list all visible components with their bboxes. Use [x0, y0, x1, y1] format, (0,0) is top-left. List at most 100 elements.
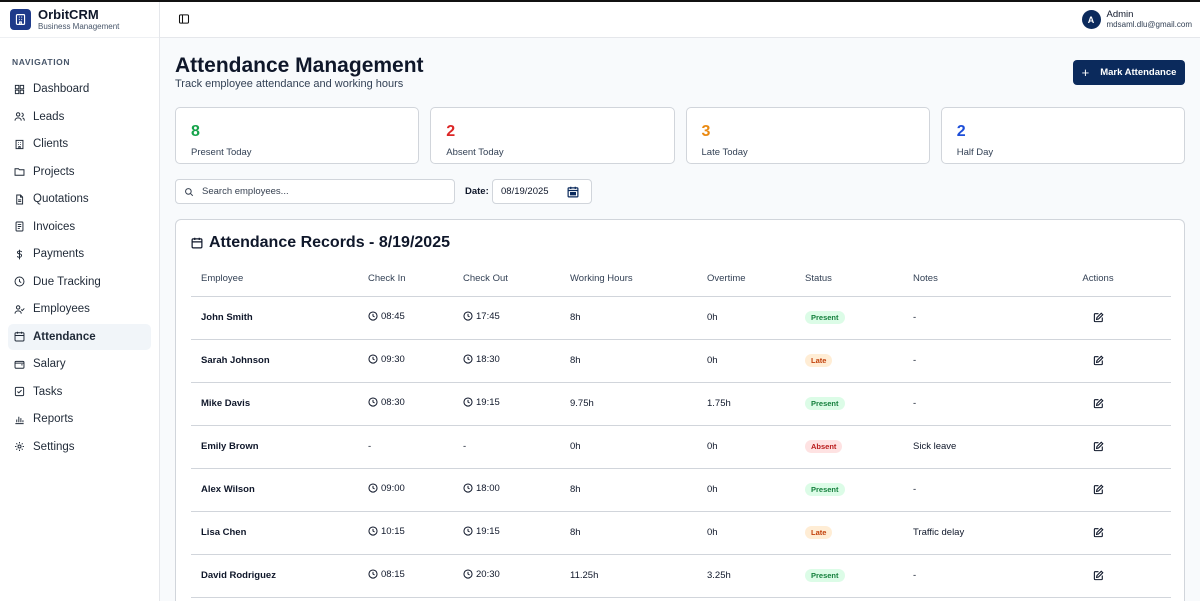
check-in: 08:15 — [358, 554, 453, 598]
sidebar-item-label: Reports — [33, 413, 74, 425]
sidebar-item-settings[interactable]: Settings — [8, 434, 151, 460]
sidebar-item-dashboard[interactable]: Dashboard — [8, 76, 151, 102]
date-input[interactable]: 08/19/2025 — [492, 179, 592, 204]
status-cell: Present — [795, 554, 903, 598]
working-hours: 8h — [560, 339, 697, 383]
users-icon — [14, 112, 25, 121]
user-email: mdsaml.dlu@gmail.com — [1106, 20, 1192, 29]
status-cell: Late — [795, 339, 903, 383]
column-header-check-out: Check Out — [453, 262, 560, 297]
table-row: Sarah Johnson 09:30 18:30 8h 0h Late - — [191, 339, 1171, 383]
check-out-value: 20:30 — [476, 568, 500, 580]
column-header-status: Status — [795, 262, 903, 297]
edit-icon[interactable] — [1093, 398, 1104, 409]
status-cell: Present — [795, 382, 903, 426]
search-box[interactable] — [175, 179, 455, 204]
notes: - — [903, 468, 1025, 512]
check-in: 10:15 — [358, 511, 453, 555]
check-out: 18:00 — [453, 468, 560, 512]
check-out: - — [453, 425, 560, 469]
sidebar-toggle-icon[interactable] — [178, 13, 190, 25]
mark-attendance-label: Mark Attendance — [1100, 67, 1177, 78]
check-in-value: 08:30 — [381, 396, 405, 408]
sidebar-item-salary[interactable]: Salary — [8, 351, 151, 377]
sidebar-item-label: Leads — [33, 110, 65, 123]
sidebar-item-payments[interactable]: Payments — [8, 241, 151, 267]
sidebar-item-attendance[interactable]: Attendance — [8, 323, 151, 350]
sidebar-item-quotations[interactable]: Quotations — [8, 186, 151, 212]
calendar-picker-icon[interactable] — [567, 186, 579, 198]
working-hours: 0h — [560, 425, 697, 469]
records-title-text: Attendance Records - 8/19/2025 — [209, 234, 450, 251]
actions-cell — [1025, 511, 1171, 555]
sidebar-item-invoices[interactable]: Invoices — [8, 214, 151, 240]
edit-icon[interactable] — [1093, 570, 1104, 581]
sidebar-item-due-tracking[interactable]: Due Tracking — [8, 269, 151, 295]
edit-icon[interactable] — [1093, 355, 1104, 366]
clock-icon — [463, 354, 473, 364]
search-input[interactable] — [202, 186, 442, 197]
check-out: 20:30 — [453, 554, 560, 598]
status-badge: Late — [805, 354, 833, 367]
records-title: Attendance Records - 8/19/2025 — [191, 234, 450, 252]
working-hours: 8h — [560, 511, 697, 555]
avatar: A — [1081, 10, 1101, 29]
sidebar-item-leads[interactable]: Leads — [8, 104, 151, 130]
brand-name: OrbitCRM — [38, 6, 99, 22]
check-in-value: 10:15 — [381, 525, 405, 537]
mark-attendance-button[interactable]: + Mark Attendance — [1073, 60, 1185, 85]
check-in-value: 08:45 — [381, 310, 405, 322]
overtime: 0h — [697, 296, 795, 340]
check-out-value: 19:15 — [476, 525, 500, 537]
notes: - — [903, 554, 1025, 598]
check-out-value: 17:45 — [476, 310, 500, 322]
sidebar-item-label: Invoices — [33, 220, 76, 233]
table-row: Lisa Chen 10:15 19:15 8h 0h Late Traffic delay — [191, 511, 1171, 555]
check-in: - — [358, 425, 453, 469]
sidebar-item-projects[interactable]: Projects — [8, 159, 151, 185]
user-menu[interactable]: A Admin mdsaml.dlu@gmail.com — [1081, 9, 1192, 30]
check-out-value: 18:30 — [476, 353, 500, 365]
stat-label: Late Today — [701, 147, 748, 158]
employee-name: Mike Davis — [191, 382, 358, 426]
attendance-records-card: Attendance Records - 8/19/2025 Employee C… — [175, 219, 1185, 601]
sidebar-item-label: Payments — [33, 248, 85, 260]
sidebar-item-label: Due Tracking — [33, 275, 101, 288]
sidebar-item-clients[interactable]: Clients — [8, 131, 151, 157]
status-cell: Absent — [795, 425, 903, 469]
sidebar-item-employees[interactable]: Employees — [8, 296, 151, 322]
edit-icon[interactable] — [1093, 312, 1104, 323]
brand[interactable]: OrbitCRM Business Management — [0, 2, 159, 38]
grid-icon — [14, 84, 25, 94]
notes: - — [903, 296, 1025, 340]
actions-cell — [1025, 554, 1171, 598]
table-row: David Rodriguez 08:15 20:30 11.25h 3.25h Pres… — [191, 554, 1171, 598]
status-cell: Present — [795, 468, 903, 512]
notes: - — [903, 339, 1025, 383]
edit-icon[interactable] — [1093, 527, 1104, 538]
search-icon — [185, 187, 194, 196]
stat-label: Absent Today — [446, 147, 504, 158]
check-in-value: 08:15 — [381, 568, 405, 580]
notes: Sick leave — [903, 425, 1025, 469]
status-badge: Present — [805, 483, 845, 496]
sidebar-item-label: Dashboard — [33, 83, 90, 95]
sidebar-item-label: Projects — [33, 165, 75, 178]
edit-icon[interactable] — [1093, 484, 1104, 495]
check-out: 19:15 — [453, 511, 560, 555]
overtime: 0h — [697, 511, 795, 555]
clock-icon — [463, 397, 473, 407]
actions-cell — [1025, 296, 1171, 340]
date-value: 08/19/2025 — [501, 186, 549, 197]
edit-icon[interactable] — [1093, 441, 1104, 452]
sidebar-item-tasks[interactable]: Tasks — [8, 379, 151, 405]
sidebar-item-reports[interactable]: Reports — [8, 406, 151, 432]
folder-icon — [14, 168, 25, 176]
check-out: 18:30 — [453, 339, 560, 383]
file-icon — [16, 194, 24, 204]
check-out: 19:15 — [453, 382, 560, 426]
wallet-icon — [14, 360, 25, 369]
clock-icon — [463, 483, 473, 493]
column-header-employee: Employee — [191, 262, 358, 297]
user-check-icon — [14, 304, 25, 314]
